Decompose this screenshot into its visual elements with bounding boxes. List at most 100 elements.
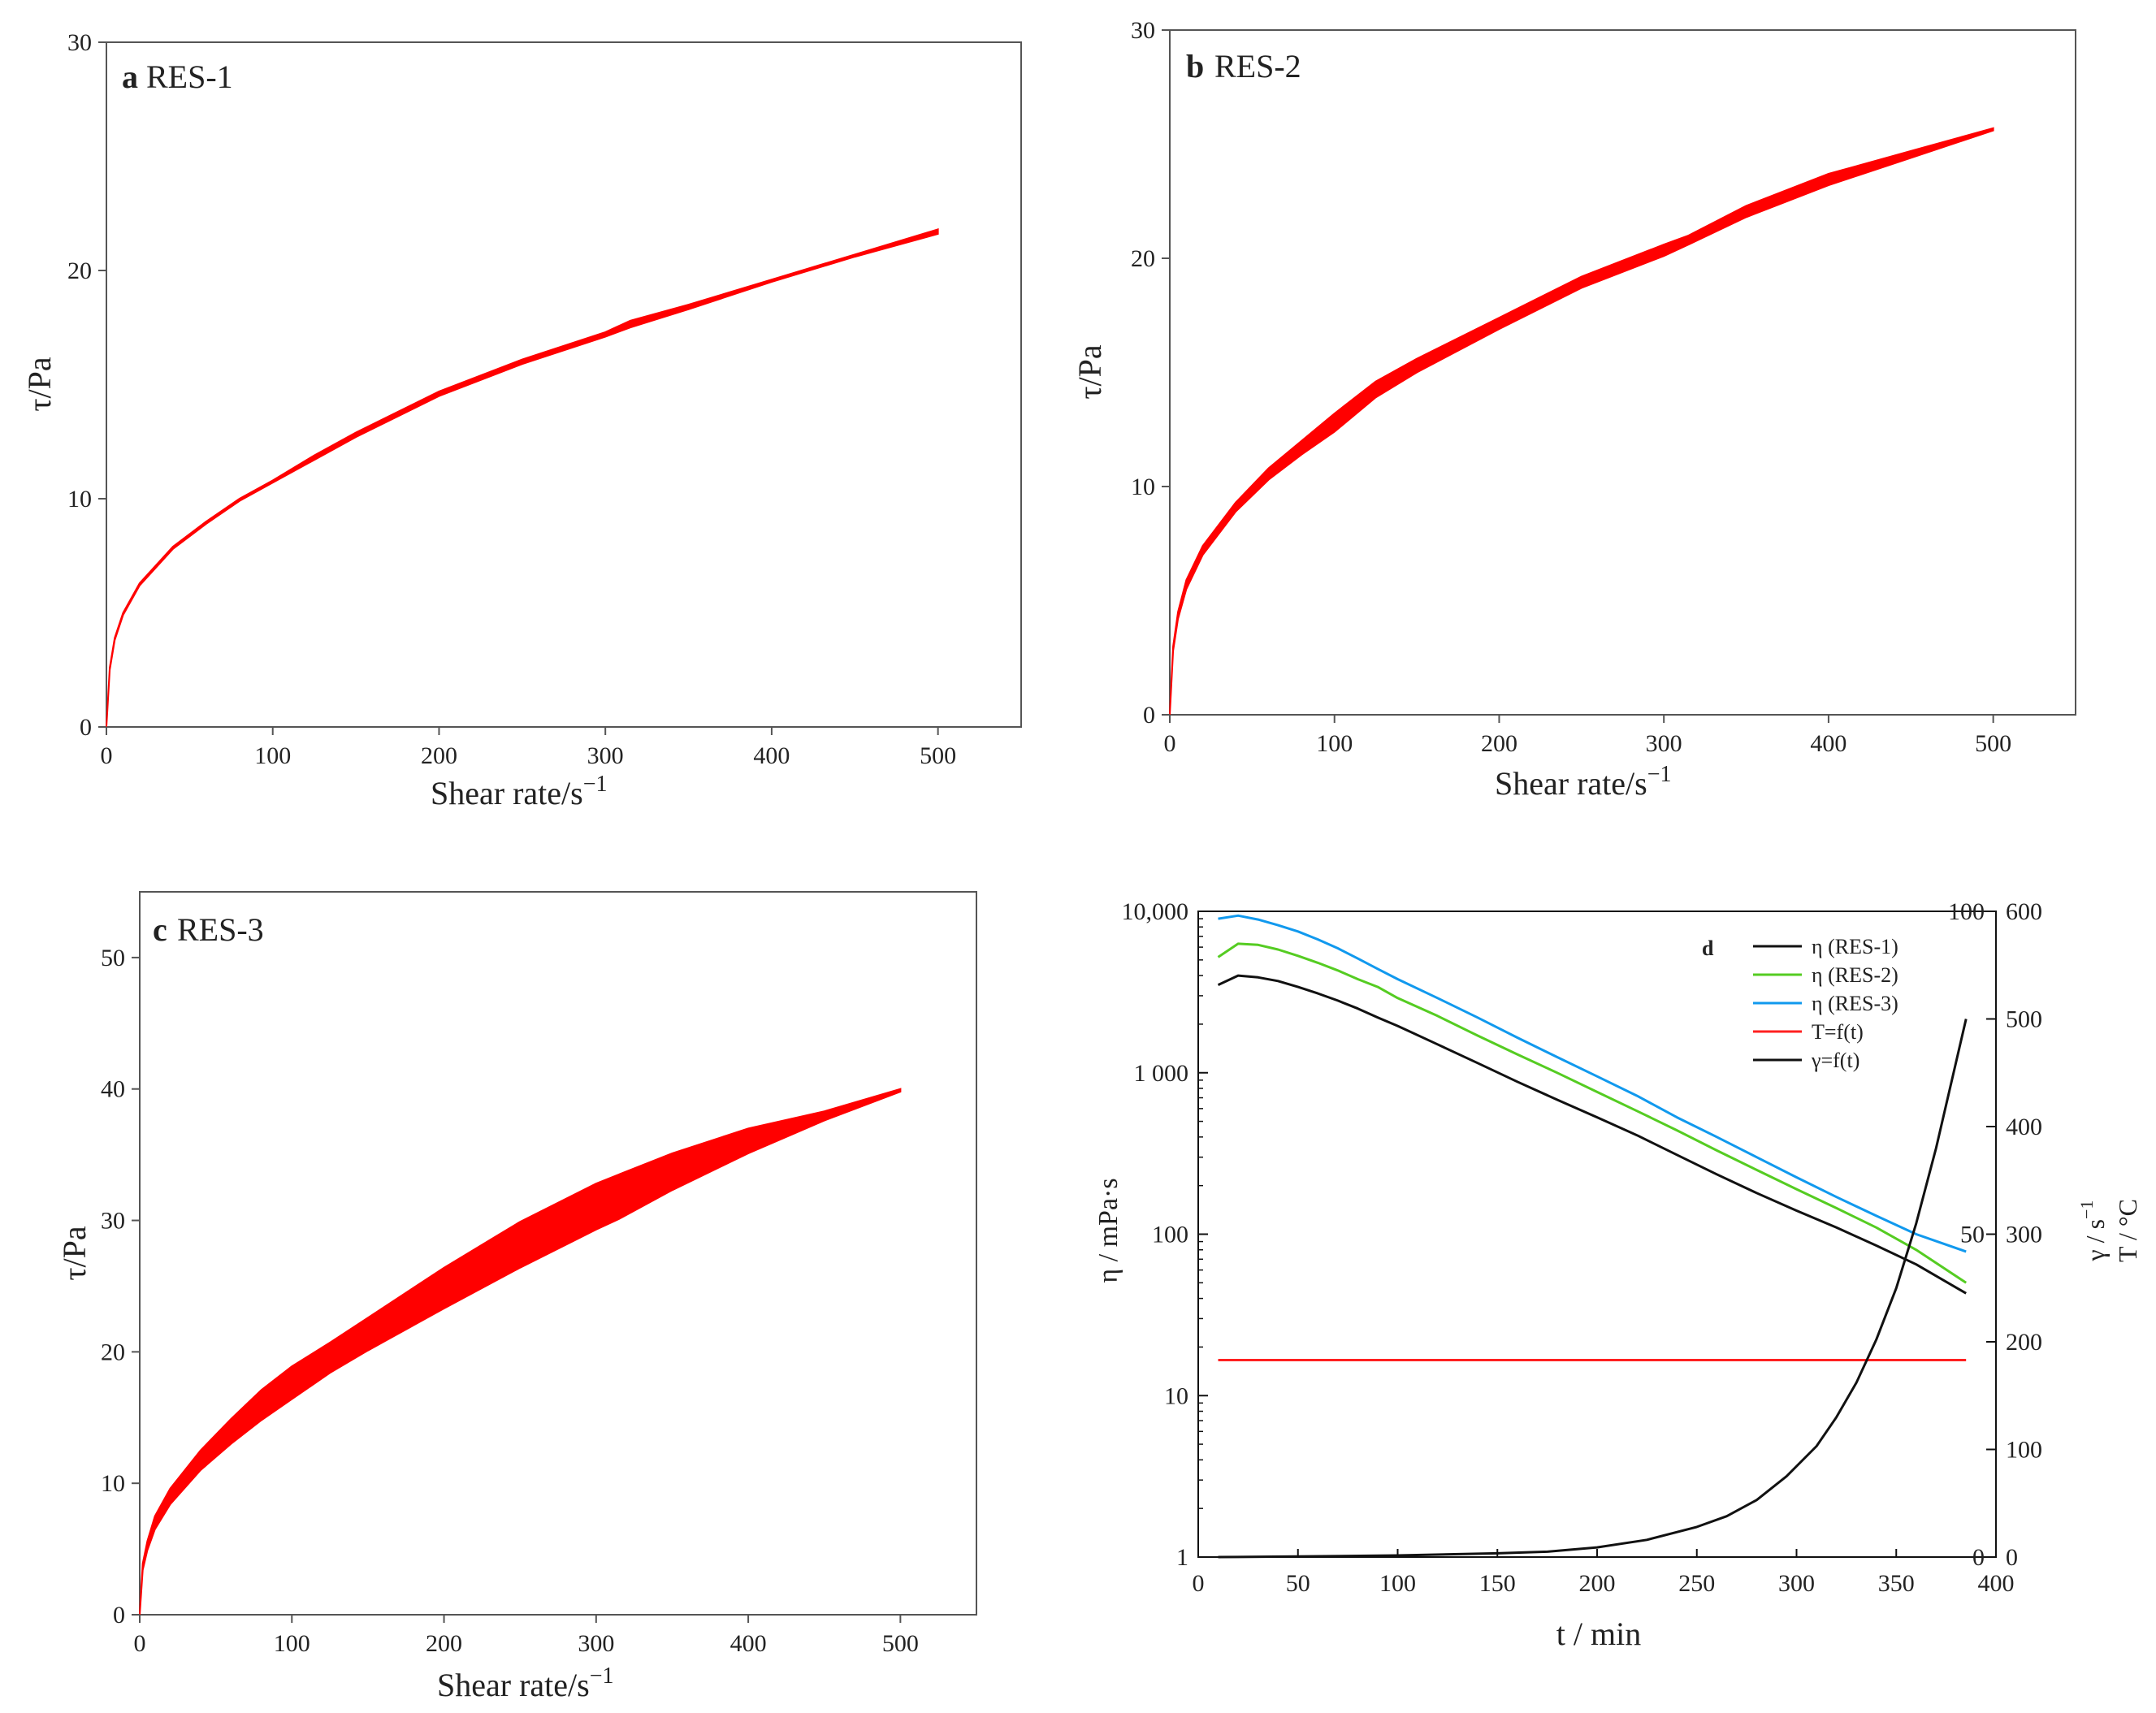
x-tick-label: 400 [730, 1630, 767, 1657]
y-right-temperature-tick-label: 50 [1960, 1222, 1985, 1248]
x-tick-label: 200 [1579, 1570, 1616, 1597]
plot-frame [106, 41, 1022, 728]
y-axis-label: τ/Pa [21, 357, 58, 411]
x-tick-label: 400 [1978, 1570, 2015, 1597]
panel-title: RES-1 [146, 58, 233, 95]
stress-band-res2 [1169, 127, 1994, 716]
stress-band-res1 [106, 228, 939, 728]
panel-letter: b [1186, 48, 1204, 84]
panel-title: RES-2 [1214, 48, 1301, 84]
x-tick-label: 100 [274, 1630, 310, 1657]
legend-label: T=f(t) [1812, 1020, 1864, 1044]
x-tick-label: 0 [134, 1630, 146, 1657]
x-tick-label: 300 [587, 742, 624, 769]
x-tick-label: 200 [421, 742, 457, 769]
y-right-rate-tick-label: 100 [2006, 1437, 2042, 1464]
y-tick-labels: 0 10 20 30 [67, 29, 106, 741]
legend-label: γ=f(t) [1811, 1049, 1859, 1072]
y-tick-labels: 0 10 20 30 [1131, 17, 1170, 729]
y-right-temperature-tick-labels: 0 50 100 [1948, 898, 1985, 1571]
x-axis-label: t / min [1556, 1616, 1641, 1652]
y-left-tick-label: 100 [1152, 1222, 1188, 1248]
plot-frame [1169, 29, 2076, 716]
eta-res1-line [1217, 974, 1967, 1295]
y-tick-label: 10 [101, 1470, 125, 1497]
x-tick-label: 500 [882, 1630, 919, 1657]
y-right-rate-axis-label: γ / s−1 [2076, 1200, 2110, 1262]
y-right-rate-tick-label: 600 [2006, 898, 2042, 925]
x-tick-label: 300 [1646, 730, 1682, 757]
x-axis-label: Shear rate/s−1 [1495, 762, 1672, 802]
y-tick-label: 0 [113, 1602, 125, 1629]
y-right-rate-tick-label: 300 [2006, 1222, 2042, 1248]
panel-letter: a [122, 58, 138, 95]
x-axis-label: Shear rate/s−1 [431, 772, 608, 811]
x-tick-label: 0 [101, 742, 113, 769]
x-tick-label: 500 [1975, 730, 2011, 757]
shear-rate-line [1218, 1019, 1968, 1559]
x-tick-label: 400 [753, 742, 790, 769]
panel-a-res1: 0 100 200 300 400 500 0 10 20 30 a RES-1 Shear r… [21, 29, 1022, 811]
legend-label: η (RES-2) [1812, 963, 1898, 987]
y-left-tick-label: 1 [1176, 1544, 1188, 1571]
legend-label: η (RES-3) [1812, 992, 1898, 1015]
y-right-rate-tick-label: 0 [2006, 1544, 2018, 1571]
x-tick-labels: 0 100 200 300 400 500 [101, 727, 956, 769]
y-right-rate-tick-labels: 0 100 200 300 400 500 600 [1986, 898, 2042, 1571]
x-tick-label: 350 [1878, 1570, 1915, 1597]
legend: η (RES-1) η (RES-2) η (RES-3) T=f(t) γ=f(t) [1753, 935, 1898, 1072]
panel-title: RES-3 [177, 911, 264, 948]
panel-b-res2: 0 100 200 300 400 500 0 10 20 30 b RES-2 Shear r… [1072, 17, 2076, 802]
y-right-rate-tick-label: 200 [2006, 1329, 2042, 1356]
y-tick-label: 40 [101, 1076, 125, 1103]
y-tick-label: 30 [1131, 17, 1155, 44]
y-right-temperature-tick-label: 0 [1972, 1544, 1985, 1571]
y-left-tick-label: 10 [1164, 1382, 1188, 1409]
y-axis-label: τ/Pa [1072, 344, 1108, 399]
plot-frame [139, 891, 977, 1616]
panel-c-res3: 0 100 200 300 400 500 0 10 20 30 40 50 c RES-3 She… [56, 891, 977, 1703]
x-tick-label: 250 [1678, 1570, 1715, 1597]
y-tick-label: 20 [1131, 245, 1155, 272]
x-tick-label: 500 [920, 742, 956, 769]
x-tick-label: 150 [1479, 1570, 1516, 1597]
y-tick-label: 0 [1143, 702, 1155, 729]
x-tick-label: 100 [254, 742, 291, 769]
x-tick-label: 100 [1316, 730, 1353, 757]
x-tick-label: 300 [578, 1630, 614, 1657]
x-tick-label: 200 [1481, 730, 1517, 757]
x-tick-labels: 0 50 100 150 200 250 300 350 400 [1193, 1549, 2015, 1597]
x-tick-label: 400 [1810, 730, 1846, 757]
y-tick-label: 20 [67, 257, 92, 284]
y-tick-label: 10 [1131, 474, 1155, 500]
eta-res2-line [1217, 942, 1968, 1284]
y-tick-label: 10 [67, 486, 92, 513]
legend-label: η (RES-1) [1812, 935, 1898, 958]
y-right-rate-tick-label: 400 [2006, 1114, 2042, 1140]
x-tick-label: 50 [1286, 1570, 1310, 1597]
x-tick-label: 0 [1164, 730, 1176, 757]
y-tick-label: 30 [101, 1208, 125, 1235]
eta-res3-line [1218, 914, 1967, 1253]
y-right-temperature-tick-label: 100 [1948, 898, 1985, 925]
y-left-tick-labels: 1 10 100 1 000 10,000 [1122, 898, 1208, 1571]
x-tick-label: 100 [1379, 1570, 1416, 1597]
y-tick-labels: 0 10 20 30 40 50 [101, 945, 140, 1629]
x-tick-labels: 0 100 200 300 400 500 [1164, 715, 2011, 757]
y-right-temperature-axis-label: T / °C [2113, 1199, 2142, 1262]
panel-d-viscosity: 0 50 100 150 200 250 300 350 400 1 10 100 1 000 10,0… [1093, 898, 2142, 1652]
y-tick-label: 0 [80, 714, 92, 741]
x-tick-label: 300 [1778, 1570, 1815, 1597]
panel-letter: d [1702, 937, 1714, 960]
x-tick-label: 0 [1193, 1570, 1205, 1597]
y-left-tick-label: 10,000 [1122, 898, 1189, 925]
y-right-rate-tick-label: 500 [2006, 1006, 2042, 1033]
stress-band-res3 [139, 1088, 902, 1616]
y-tick-label: 30 [67, 29, 92, 56]
y-tick-label: 20 [101, 1339, 125, 1365]
y-left-tick-label: 1 000 [1134, 1060, 1189, 1087]
panel-letter: c [153, 911, 167, 948]
x-tick-labels: 0 100 200 300 400 500 [134, 1615, 919, 1657]
y-tick-label: 50 [101, 945, 125, 971]
